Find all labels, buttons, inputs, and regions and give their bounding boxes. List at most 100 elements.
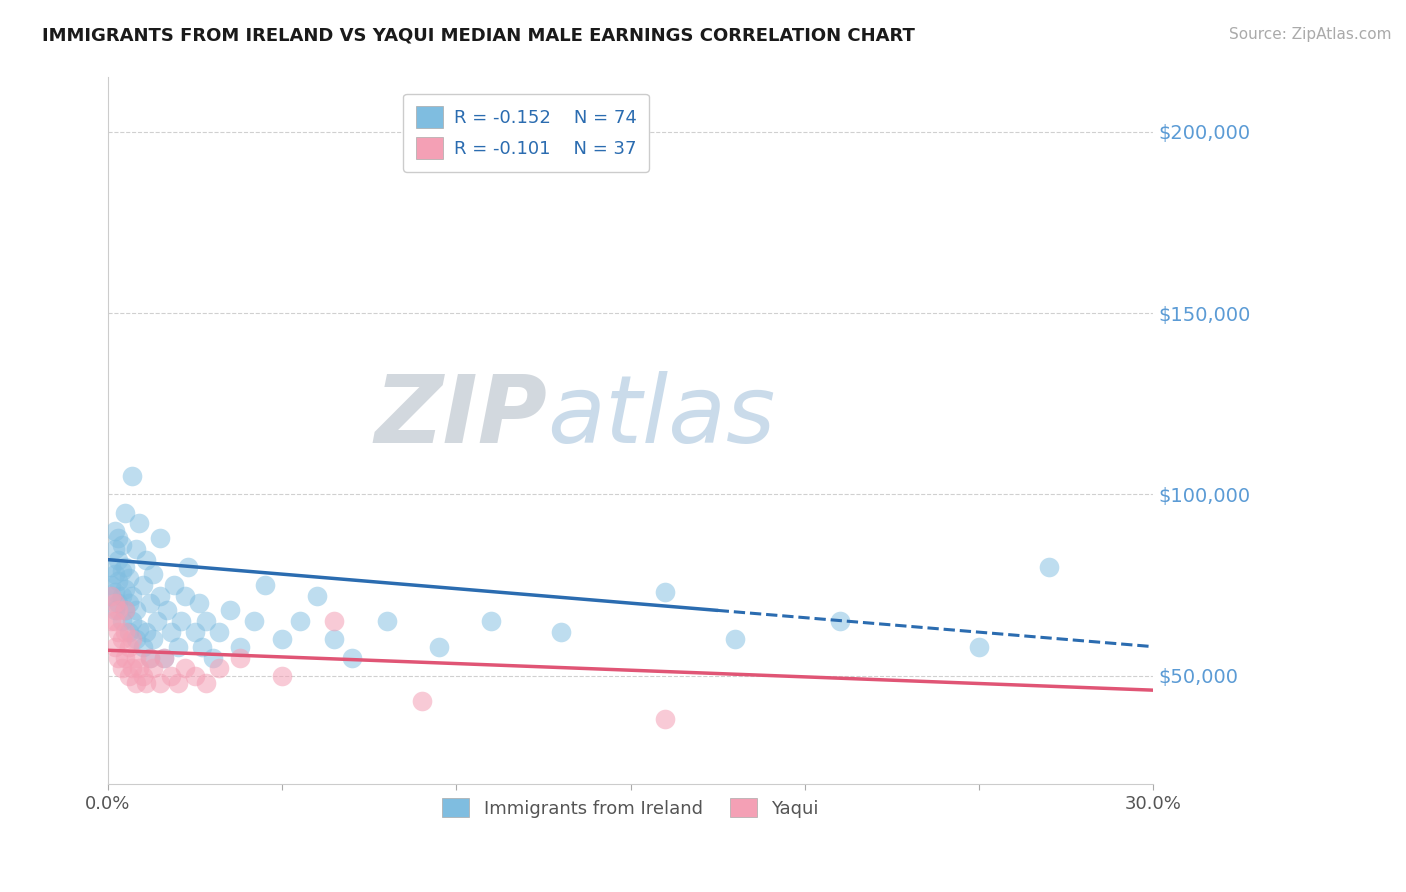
- Point: [305, 589, 328, 603]
- Point: [177, 560, 200, 574]
- Point: [152, 650, 174, 665]
- Point: [145, 614, 167, 628]
- Point: [107, 603, 129, 617]
- Point: [323, 614, 346, 628]
- Point: [288, 614, 311, 628]
- Point: [654, 712, 676, 726]
- Point: [118, 596, 141, 610]
- Text: ZIP: ZIP: [374, 371, 547, 463]
- Point: [411, 694, 433, 708]
- Point: [100, 589, 122, 603]
- Point: [118, 668, 141, 682]
- Point: [111, 632, 134, 647]
- Point: [208, 625, 231, 640]
- Point: [375, 614, 398, 628]
- Point: [159, 625, 181, 640]
- Point: [128, 516, 150, 531]
- Point: [208, 661, 231, 675]
- Point: [139, 596, 162, 610]
- Point: [114, 650, 136, 665]
- Point: [1038, 560, 1060, 574]
- Point: [104, 524, 127, 538]
- Point: [104, 614, 127, 628]
- Point: [114, 560, 136, 574]
- Point: [219, 603, 242, 617]
- Point: [243, 614, 266, 628]
- Point: [114, 603, 136, 617]
- Point: [111, 564, 134, 578]
- Point: [111, 538, 134, 552]
- Point: [166, 676, 188, 690]
- Point: [107, 574, 129, 589]
- Point: [152, 650, 174, 665]
- Point: [128, 622, 150, 636]
- Point: [184, 625, 207, 640]
- Point: [550, 625, 572, 640]
- Point: [229, 640, 252, 654]
- Point: [149, 531, 172, 545]
- Point: [173, 589, 195, 603]
- Point: [149, 676, 172, 690]
- Point: [194, 614, 217, 628]
- Point: [132, 578, 155, 592]
- Text: atlas: atlas: [547, 371, 775, 462]
- Point: [125, 541, 148, 556]
- Point: [149, 589, 172, 603]
- Point: [125, 603, 148, 617]
- Point: [271, 668, 294, 682]
- Legend: Immigrants from Ireland, Yaqui: Immigrants from Ireland, Yaqui: [434, 791, 827, 825]
- Point: [121, 661, 143, 675]
- Point: [107, 531, 129, 545]
- Point: [187, 596, 209, 610]
- Point: [114, 625, 136, 640]
- Point: [184, 668, 207, 682]
- Point: [118, 625, 141, 640]
- Point: [107, 625, 129, 640]
- Point: [828, 614, 851, 628]
- Point: [156, 603, 179, 617]
- Point: [132, 668, 155, 682]
- Text: IMMIGRANTS FROM IRELAND VS YAQUI MEDIAN MALE EARNINGS CORRELATION CHART: IMMIGRANTS FROM IRELAND VS YAQUI MEDIAN …: [42, 27, 915, 45]
- Point: [118, 640, 141, 654]
- Point: [163, 578, 186, 592]
- Point: [654, 585, 676, 599]
- Point: [139, 650, 162, 665]
- Point: [139, 650, 162, 665]
- Point: [724, 632, 747, 647]
- Point: [104, 640, 127, 654]
- Point: [194, 676, 217, 690]
- Point: [967, 640, 990, 654]
- Point: [142, 632, 165, 647]
- Point: [121, 614, 143, 628]
- Point: [166, 640, 188, 654]
- Point: [173, 661, 195, 675]
- Point: [104, 541, 127, 556]
- Point: [142, 567, 165, 582]
- Point: [100, 578, 122, 592]
- Point: [114, 506, 136, 520]
- Point: [111, 661, 134, 675]
- Point: [118, 571, 141, 585]
- Point: [128, 661, 150, 675]
- Point: [104, 603, 127, 617]
- Point: [100, 560, 122, 574]
- Point: [132, 640, 155, 654]
- Point: [111, 589, 134, 603]
- Point: [125, 632, 148, 647]
- Point: [104, 567, 127, 582]
- Point: [121, 589, 143, 603]
- Point: [125, 676, 148, 690]
- Text: Source: ZipAtlas.com: Source: ZipAtlas.com: [1229, 27, 1392, 42]
- Point: [427, 640, 450, 654]
- Point: [107, 552, 129, 566]
- Point: [121, 632, 143, 647]
- Point: [100, 589, 122, 603]
- Point: [159, 668, 181, 682]
- Point: [135, 676, 157, 690]
- Point: [114, 603, 136, 617]
- Point: [142, 661, 165, 675]
- Point: [114, 582, 136, 596]
- Point: [135, 625, 157, 640]
- Point: [229, 650, 252, 665]
- Point: [125, 650, 148, 665]
